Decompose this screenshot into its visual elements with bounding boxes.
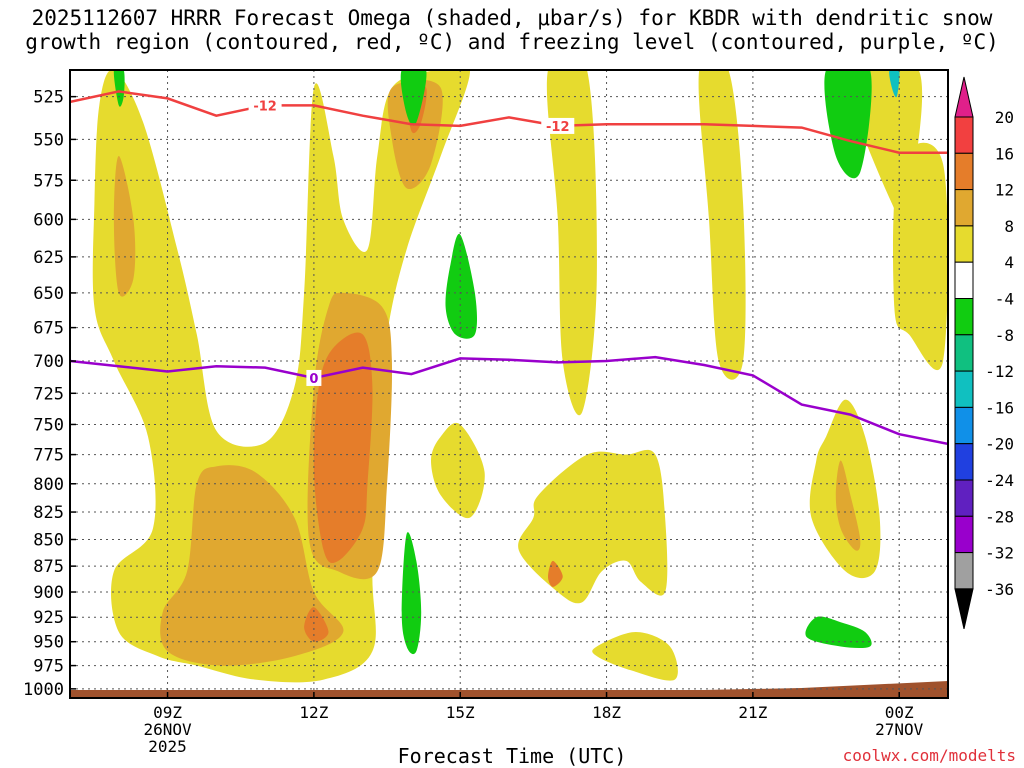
x-tick-label-09Z: 09Z [153,703,182,722]
x-tick-label-2025: 2025 [148,737,187,756]
colorbar-label--4: -4 [995,290,1014,309]
colorbar-label-16: 16 [995,144,1014,163]
colorbar-bin-3 [954,225,974,263]
colorbar-label--12: -12 [985,362,1014,381]
omega-region-8-12-12 [387,79,443,190]
freezing-level-line [70,355,948,446]
colorbar-bin-11 [954,515,974,554]
y-tick-label-825: 825 [33,503,64,523]
colorbar-top-arrow [954,76,974,118]
omega-region--4to-8-20 [113,70,125,107]
y-tick-label-625: 625 [33,248,64,268]
omega-region-4-8-7 [592,632,678,681]
colorbar-bin-2 [954,189,974,227]
y-tick-label-950: 950 [33,633,64,653]
omega-region-8-12-13 [835,460,861,551]
colorbar-label--16: -16 [985,398,1014,417]
omega-region--4to-8-18 [445,233,478,339]
x-tick-label-00Z: 00Z [885,703,914,722]
y-tick-label-750: 750 [33,415,64,435]
chart-title: 2025112607 HRRR Forecast Omega (shaded, … [0,6,1024,54]
colorbar-bin-1 [954,152,974,191]
omega-region--4to-8-21 [400,70,427,126]
omega-region-8-12-11 [113,156,136,297]
omega-region-12-16-14 [313,332,373,564]
contour-label-bg [248,97,282,114]
colorbar-bottom-arrow [954,588,974,630]
colorbar-bin-0 [954,116,974,154]
omega-region-12-16-17 [548,560,563,587]
x-tick-label-18Z: 18Z [592,703,621,722]
x-tick-label-27NOV: 27NOV [875,720,924,739]
x-tick-label-26NOV: 26NOV [143,720,192,739]
y-tick-label-675: 675 [33,319,64,339]
omega-region-8-12-9 [160,465,344,666]
y-tick-label-725: 725 [33,384,64,404]
colorbar-bin-7 [954,370,974,408]
contour-label-bg [306,369,322,386]
contour-label-bg [541,117,575,134]
plot-frame [69,69,949,699]
colorbar-bin-6 [954,334,974,372]
colorbar-label-4: 4 [1004,253,1014,272]
omega-region-4-8-0 [92,70,471,683]
y-tick-label-875: 875 [33,557,64,577]
colorbar-label--28: -28 [985,507,1014,526]
y-tick-label-900: 900 [33,583,64,603]
omega-region-4-8-5 [431,422,485,519]
colorbar-bin-9 [954,443,974,481]
omega-region--4to-8-19 [401,532,422,655]
omega-region--4to-8-22 [824,70,872,179]
colorbar-bin-10 [954,479,974,517]
omega-region-4-8-2 [698,70,746,380]
y-tick-label-850: 850 [33,530,64,550]
colorbar-label-12: 12 [995,181,1014,200]
chart-title-line-1: 2025112607 HRRR Forecast Omega (shaded, … [31,6,993,30]
colorbar-label-20: 20 [995,108,1014,127]
ground-surface [70,681,948,698]
y-tick-label-800: 800 [33,475,64,495]
omega-region-12-16-15 [304,607,329,642]
chart-title-line-2: growth region (contoured, red, ºC) and f… [25,30,999,54]
y-tick-label-775: 775 [33,446,64,466]
colorbar-bin-12 [954,552,974,590]
freezing-contour-label-0: 0 [309,372,318,387]
y-tick-label-700: 700 [33,352,64,372]
x-tick-label-21Z: 21Z [738,703,767,722]
colorbar-label--8: -8 [995,326,1014,345]
omega-region--4to-8-23 [805,616,872,649]
colorbar-bin-8 [954,406,974,445]
omega-region-4-8-4 [893,142,948,371]
y-tick-label-650: 650 [33,284,64,304]
omega-region-4-8-6 [518,449,668,604]
y-tick-label-525: 525 [33,88,64,108]
y-tick-label-1000: 1000 [23,680,64,700]
colorbar-bin-5 [954,298,974,336]
x-tick-label-12Z: 12Z [299,703,328,722]
y-tick-label-925: 925 [33,608,64,628]
dgz-contour-line [70,90,948,154]
omega-region-4-8-1 [546,70,597,416]
colorbar-label--32: -32 [985,544,1014,563]
y-tick-label-975: 975 [33,657,64,677]
colorbar-label--24: -24 [985,471,1014,490]
colorbar-label-8: 8 [1004,217,1014,236]
y-tick-label-600: 600 [33,210,64,230]
colorbar-label--36: -36 [985,580,1014,599]
credit-link[interactable]: coolwx.com/modelts [842,746,1016,765]
omega-region--8to-12-24 [889,70,900,98]
y-tick-label-575: 575 [33,171,64,191]
dgz-contour-label-1: -12 [546,120,570,135]
x-tick-label-15Z: 15Z [446,703,475,722]
dgz-contour-label-0: -12 [253,99,277,114]
colorbar-label--20: -20 [985,435,1014,454]
y-tick-label-550: 550 [33,130,64,150]
x-axis-title: Forecast Time (UTC) [397,744,627,768]
colorbar-bin-4 [954,261,974,300]
